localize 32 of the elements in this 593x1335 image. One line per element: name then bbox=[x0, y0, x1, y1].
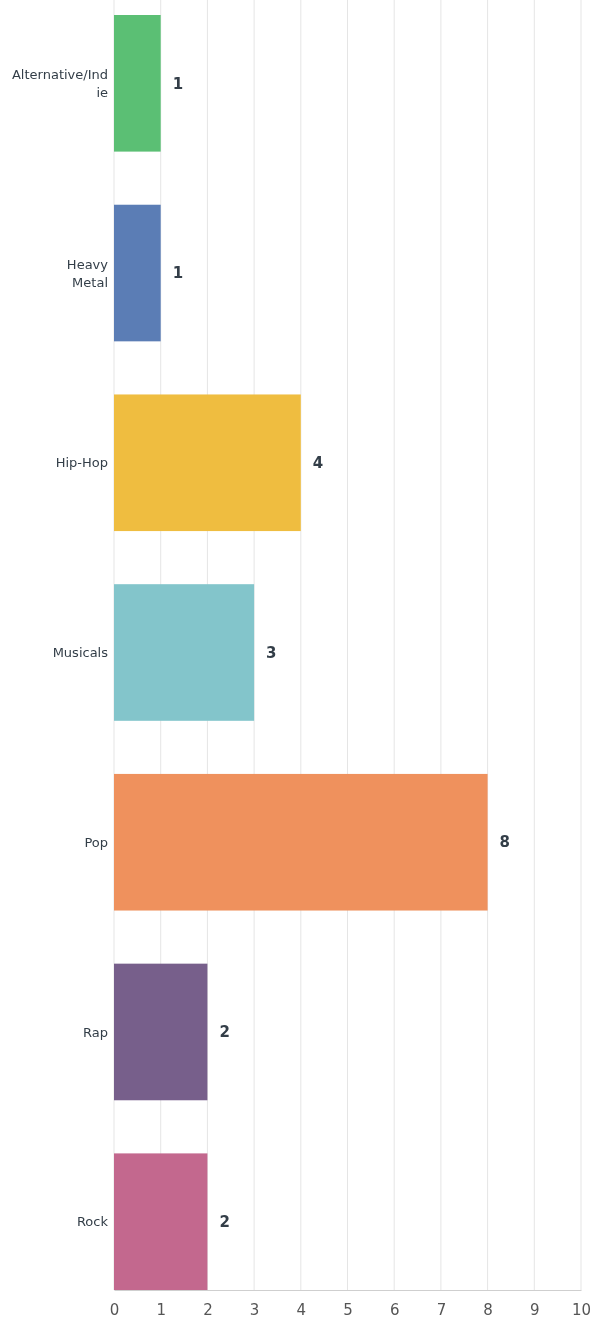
bar bbox=[114, 394, 301, 532]
x-tick-label: 2 bbox=[203, 1300, 213, 1319]
data-label: 2 bbox=[219, 1212, 230, 1231]
x-tick-label: 6 bbox=[389, 1300, 400, 1319]
y-tick-label: Rock bbox=[76, 1214, 109, 1230]
data-label: 4 bbox=[312, 454, 324, 473]
data-label: 8 bbox=[499, 833, 511, 852]
y-tick-label: Heavy Metal bbox=[66, 256, 109, 290]
data-label: 1 bbox=[172, 74, 184, 93]
x-tick-label: 3 bbox=[249, 1300, 260, 1319]
y-tick-label: Hip-Hop bbox=[55, 455, 108, 471]
y-tick-label: Musicals bbox=[52, 645, 109, 661]
x-tick-label: 4 bbox=[296, 1300, 307, 1319]
bar bbox=[114, 1153, 208, 1290]
bar bbox=[114, 773, 488, 911]
x-tick-label: 7 bbox=[436, 1300, 447, 1319]
x-tick-label: 9 bbox=[530, 1300, 540, 1319]
x-tick-label: 10 bbox=[571, 1300, 592, 1319]
y-tick-label: Alternative/Indie bbox=[11, 66, 108, 100]
data-label: 3 bbox=[266, 643, 277, 662]
bar bbox=[114, 15, 161, 152]
bar bbox=[114, 963, 208, 1101]
data-label: 1 bbox=[172, 264, 184, 283]
y-tick-label: Pop bbox=[84, 834, 108, 850]
bar bbox=[114, 584, 255, 721]
y-tick-label: Rap bbox=[83, 1024, 108, 1040]
x-tick-label: 8 bbox=[483, 1300, 493, 1319]
x-tick-label: 5 bbox=[343, 1300, 353, 1319]
bar bbox=[114, 204, 161, 342]
x-tick-label: 0 bbox=[109, 1300, 120, 1319]
data-label: 2 bbox=[219, 1023, 230, 1042]
x-tick-label: 1 bbox=[156, 1300, 166, 1319]
